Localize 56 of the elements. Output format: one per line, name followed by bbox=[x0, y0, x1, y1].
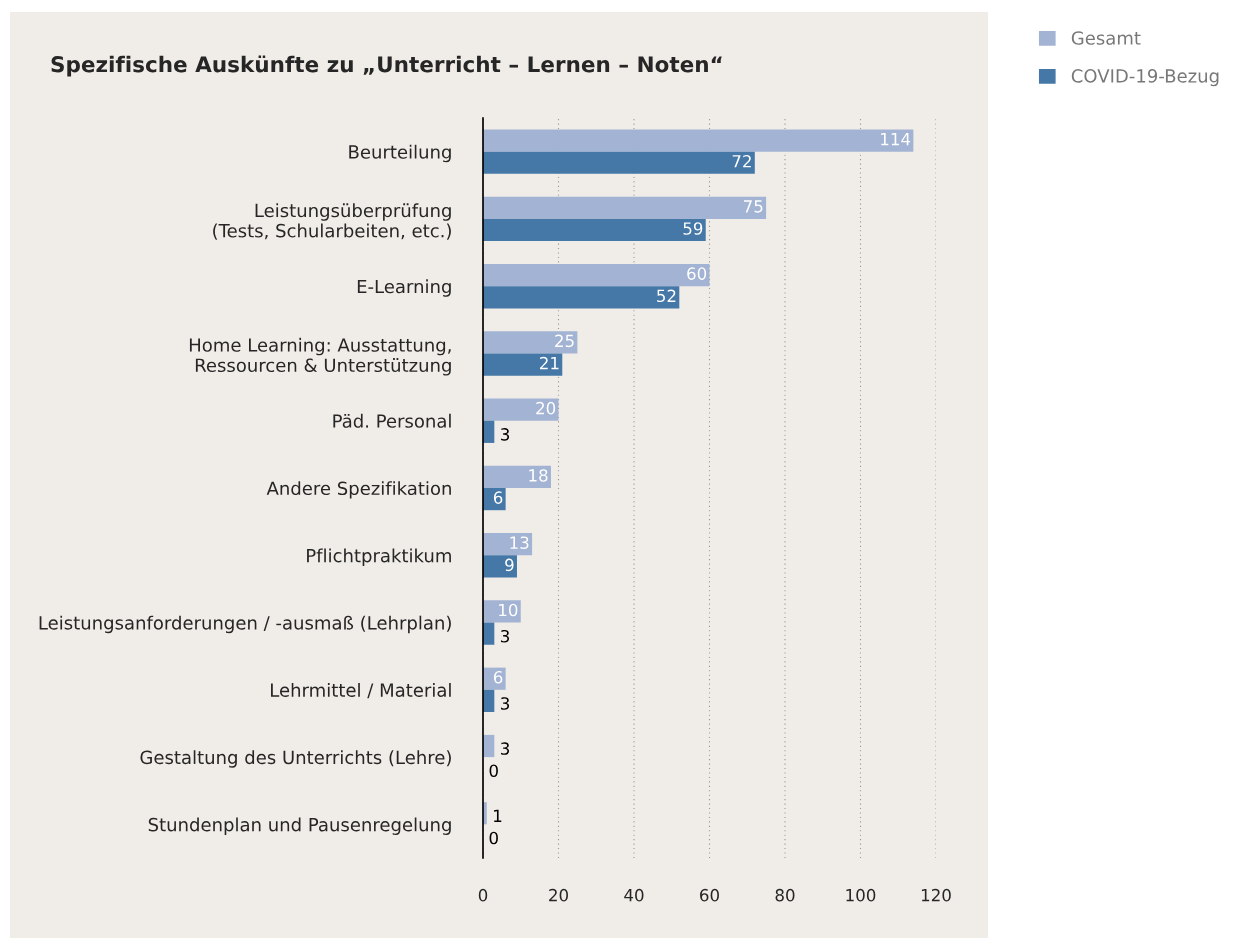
data-label: 6 bbox=[493, 670, 503, 684]
data-label: 13 bbox=[510, 536, 529, 550]
bar bbox=[483, 151, 755, 174]
data-label: 10 bbox=[499, 603, 518, 617]
y-tick-label: Lehrmittel / Material bbox=[271, 682, 451, 699]
data-label: 3 bbox=[501, 697, 510, 710]
data-label: 0 bbox=[489, 764, 498, 778]
y-tick-label: E-Learning bbox=[357, 279, 451, 297]
data-label: 3 bbox=[501, 629, 510, 643]
data-label: 3 bbox=[501, 428, 510, 441]
bar bbox=[483, 263, 710, 287]
chart-title: Spezifische Auskünfte zu „Unterricht – Lernen – Noten“ bbox=[51, 55, 722, 77]
data-label: 21 bbox=[540, 356, 559, 370]
y-tick-label: Stundenplan und Pausenregelung bbox=[148, 817, 451, 835]
bar bbox=[483, 129, 914, 152]
x-tick-label: 120 bbox=[921, 888, 951, 902]
x-tick-label: 60 bbox=[700, 888, 719, 902]
y-tick-label: Home Learning: Ausstattung, Ressourcen & Unterstützung bbox=[189, 337, 451, 376]
bar bbox=[483, 465, 551, 488]
bar bbox=[483, 218, 706, 242]
data-label: 60 bbox=[687, 267, 707, 280]
y-tick-label: Pflichtpraktikum bbox=[307, 548, 451, 566]
legend-label: Gesamt bbox=[1071, 31, 1141, 45]
data-label: 6 bbox=[493, 491, 503, 504]
data-label: 25 bbox=[555, 334, 574, 348]
data-label: 114 bbox=[881, 132, 911, 146]
x-tick-label: 20 bbox=[549, 888, 568, 902]
x-tick-label: 40 bbox=[624, 888, 644, 902]
data-label: 20 bbox=[536, 401, 556, 415]
bar bbox=[483, 331, 578, 354]
bar bbox=[483, 398, 559, 421]
data-label: 75 bbox=[744, 200, 763, 213]
data-label: 59 bbox=[683, 222, 703, 235]
data-label: 52 bbox=[657, 289, 676, 303]
bar bbox=[483, 353, 563, 376]
bar bbox=[483, 533, 533, 556]
bar bbox=[483, 196, 767, 219]
y-tick-label: Leistungsanforderungen / -ausmaß (Lehrplan) bbox=[39, 615, 451, 634]
y-tick-label: Gestaltung des Unterrichts (Lehre) bbox=[140, 750, 451, 768]
bar bbox=[483, 286, 680, 309]
x-tick-label: 100 bbox=[846, 888, 876, 902]
y-tick-label: Päd. Personal bbox=[333, 413, 451, 428]
data-label: 3 bbox=[501, 742, 510, 755]
data-label: 72 bbox=[732, 154, 751, 168]
y-tick-label: Beurteilung bbox=[349, 144, 451, 163]
data-label: 1 bbox=[494, 809, 502, 822]
y-tick-label: Andere Spezifikation bbox=[266, 481, 451, 499]
data-label: 9 bbox=[505, 558, 514, 572]
y-tick-label: Leistungsüberprüfung (Tests, Schularbeiten, etc.) bbox=[213, 203, 451, 240]
data-label: 18 bbox=[529, 469, 548, 482]
x-tick-label: 0 bbox=[478, 888, 488, 902]
data-label: 0 bbox=[489, 831, 498, 845]
legend-label: COVID-19-Bezug bbox=[1071, 69, 1219, 87]
bar bbox=[483, 555, 517, 578]
x-tick-label: 80 bbox=[775, 888, 795, 902]
bar bbox=[483, 600, 521, 623]
